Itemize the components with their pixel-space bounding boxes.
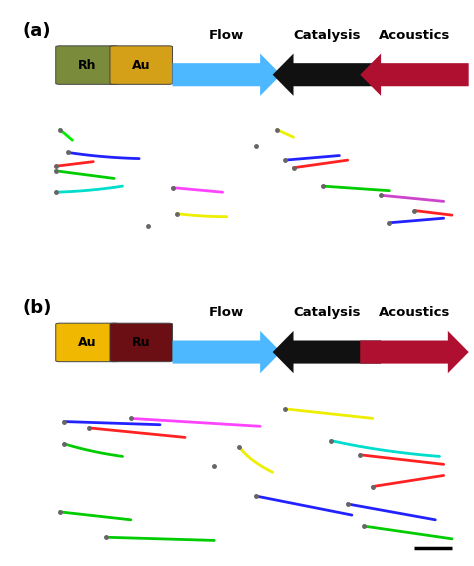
Polygon shape	[273, 331, 381, 373]
Text: Flow: Flow	[209, 28, 245, 41]
Text: Rh: Rh	[78, 59, 96, 71]
Text: Ru: Ru	[132, 336, 151, 349]
Polygon shape	[360, 331, 469, 373]
FancyBboxPatch shape	[56, 323, 118, 362]
Polygon shape	[173, 54, 281, 96]
Text: Acoustics: Acoustics	[379, 306, 450, 319]
FancyBboxPatch shape	[56, 46, 118, 84]
Text: Au: Au	[132, 59, 151, 71]
Text: Au: Au	[78, 336, 96, 349]
Text: Catalysis: Catalysis	[293, 306, 361, 319]
FancyBboxPatch shape	[110, 46, 173, 84]
Text: Acoustics: Acoustics	[379, 28, 450, 41]
Text: (a): (a)	[22, 22, 51, 40]
Polygon shape	[173, 331, 281, 373]
Polygon shape	[273, 54, 381, 96]
Text: Catalysis: Catalysis	[293, 28, 361, 41]
Text: (b): (b)	[22, 299, 52, 317]
FancyBboxPatch shape	[110, 323, 173, 362]
Polygon shape	[360, 54, 469, 96]
Text: Flow: Flow	[209, 306, 245, 319]
